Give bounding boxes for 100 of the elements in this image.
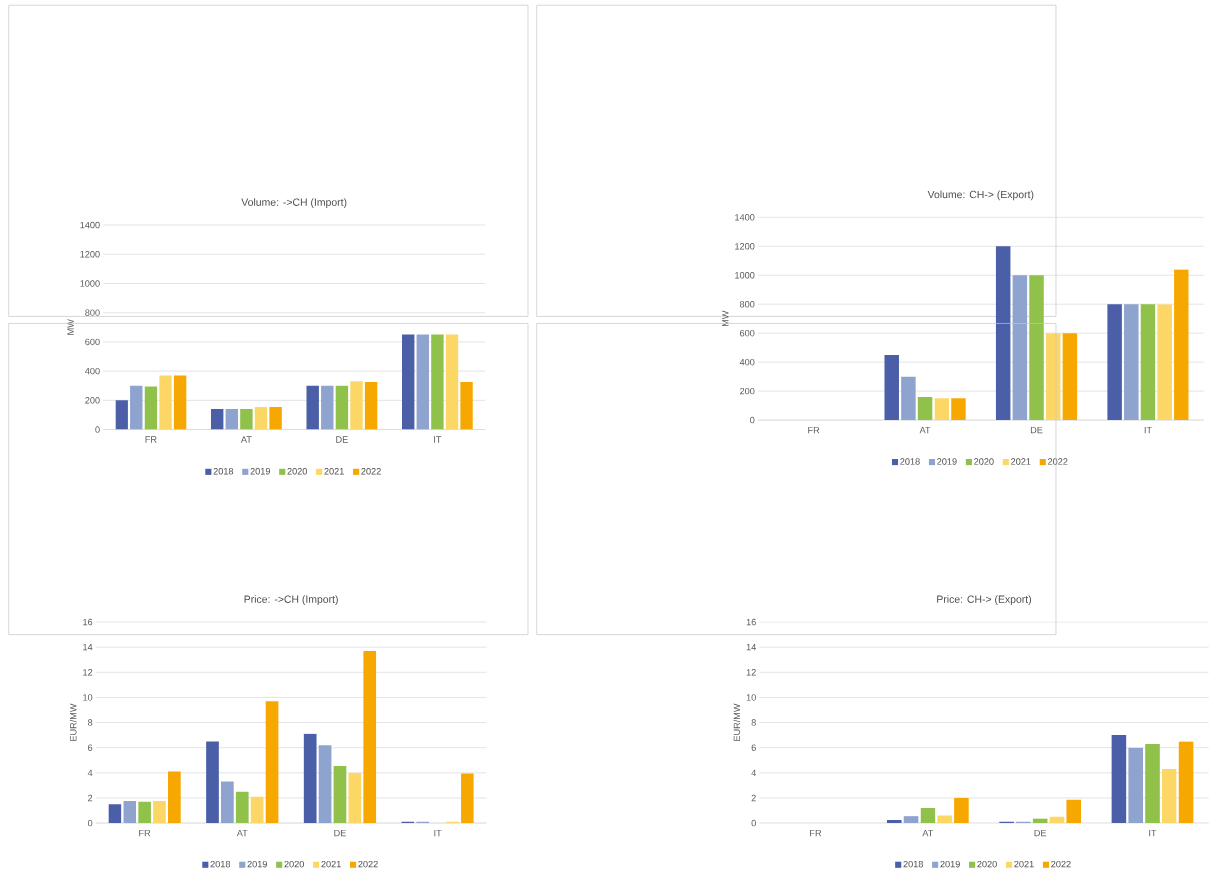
- y-axis-title: MW: [722, 310, 729, 327]
- legend-label: 2022: [358, 860, 378, 868]
- x-tick-label: FR: [810, 829, 822, 837]
- bar: [364, 382, 378, 430]
- x-tick-label: DE: [334, 829, 346, 837]
- bar: [1128, 747, 1144, 824]
- bar: [951, 398, 966, 421]
- legend-label: 2022: [361, 467, 381, 475]
- bar: [1111, 735, 1127, 824]
- y-tick-label: 6: [751, 744, 756, 751]
- bar: [206, 741, 219, 824]
- bar: [159, 375, 172, 430]
- bar: [1062, 333, 1078, 421]
- x-tick-label: IT: [1149, 829, 1157, 837]
- legend-label: 2019: [247, 860, 267, 868]
- bar: [306, 385, 319, 430]
- legend-label: 2020: [977, 860, 997, 868]
- y-tick-label: 200: [85, 397, 100, 404]
- y-tick-label: 1200: [735, 243, 755, 250]
- y-tick-label: 0: [751, 819, 756, 827]
- bar: [221, 781, 234, 824]
- y-axis-title: EUR/MW: [733, 703, 741, 741]
- x-tick-label: IT: [1144, 426, 1152, 434]
- bar: [934, 398, 949, 421]
- y-tick-label: 8: [87, 719, 93, 726]
- bar: [225, 409, 238, 430]
- y-tick-label: 200: [740, 387, 755, 395]
- legend-label: 2021: [321, 860, 341, 868]
- y-axis-title: EUR/MW: [69, 703, 77, 741]
- y-tick-label: 14: [746, 643, 756, 651]
- y-tick-label: 800: [85, 309, 100, 316]
- y-tick-label: 0: [87, 819, 93, 827]
- y-tick-label: 4: [751, 769, 756, 776]
- bar: [445, 334, 459, 430]
- y-tick-label: 800: [739, 300, 755, 308]
- y-tick-label: 16: [83, 618, 93, 626]
- bar: [1140, 304, 1156, 421]
- bar: [303, 733, 317, 824]
- y-axis-title: MW: [67, 319, 74, 335]
- bar: [903, 816, 919, 824]
- x-tick-label: DE: [1030, 426, 1043, 434]
- bar: [240, 409, 253, 430]
- bar: [954, 797, 969, 824]
- legend-label: 2022: [1048, 458, 1068, 465]
- legend-label: 2019: [940, 860, 960, 868]
- bar: [250, 796, 264, 824]
- bar: [1049, 816, 1065, 824]
- bar: [1124, 304, 1139, 421]
- x-tick-label: AT: [922, 829, 934, 837]
- bar: [254, 406, 268, 430]
- bar: [348, 772, 362, 824]
- bar: [416, 334, 430, 430]
- legend-label: 2019: [937, 458, 957, 465]
- legend-label: 2020: [287, 467, 308, 475]
- x-tick-label: IT: [434, 436, 442, 443]
- x-tick-label: FR: [145, 436, 157, 443]
- bar: [1178, 741, 1194, 824]
- bar: [130, 385, 143, 430]
- bar: [321, 385, 334, 430]
- x-tick-label: IT: [434, 829, 442, 837]
- chart-title: Volume: CH-> (Export): [927, 190, 1034, 201]
- bar: [168, 771, 181, 824]
- y-tick-label: 0: [750, 416, 755, 424]
- bar: [1174, 269, 1189, 421]
- bar: [318, 745, 332, 824]
- bar: [138, 801, 151, 824]
- y-tick-label: 0: [95, 426, 100, 433]
- legend-label: 2020: [284, 860, 304, 868]
- bar: [431, 334, 444, 430]
- x-tick-label: AT: [919, 426, 931, 434]
- bar: [1066, 799, 1082, 824]
- legend-label: 2022: [1051, 860, 1071, 868]
- bar: [115, 400, 128, 430]
- y-tick-label: 2: [751, 794, 756, 802]
- y-tick-label: 10: [83, 694, 93, 701]
- bar: [461, 773, 474, 824]
- bar: [333, 765, 347, 824]
- bar: [920, 807, 936, 824]
- bar: [335, 385, 349, 430]
- x-tick-label: FR: [808, 426, 820, 434]
- bar: [350, 381, 363, 430]
- bar: [1157, 304, 1172, 421]
- bar: [1029, 275, 1044, 421]
- x-tick-label: AT: [236, 829, 248, 837]
- y-tick-label: 10: [746, 694, 756, 701]
- chart-title: Price: CH-> (Export): [937, 595, 1032, 605]
- bar: [886, 819, 902, 824]
- bar: [995, 246, 1011, 421]
- bar: [210, 409, 224, 430]
- y-tick-label: 6: [88, 744, 93, 751]
- bar: [108, 804, 122, 824]
- x-tick-label: DE: [336, 436, 348, 443]
- y-tick-label: 400: [739, 358, 755, 366]
- bar: [153, 801, 166, 824]
- y-tick-label: 14: [83, 643, 93, 651]
- y-tick-label: 8: [751, 719, 756, 726]
- bar: [144, 386, 158, 430]
- bar: [1012, 275, 1028, 421]
- bar: [363, 650, 377, 824]
- bar: [884, 354, 899, 421]
